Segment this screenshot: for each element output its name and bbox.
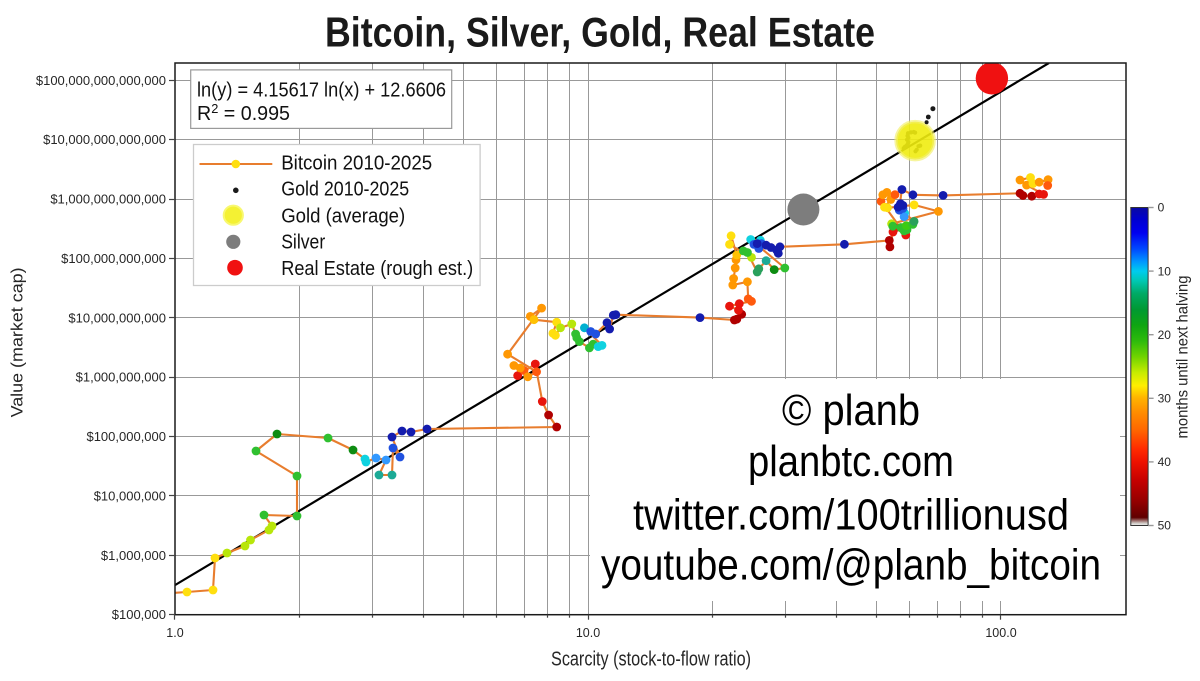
svg-text:10: 10 bbox=[1158, 264, 1172, 278]
svg-text:$100,000,000,000,000: $100,000,000,000,000 bbox=[36, 73, 166, 88]
svg-text:1.0: 1.0 bbox=[166, 626, 183, 640]
svg-text:R2 = 0.995: R2 = 0.995 bbox=[197, 101, 290, 125]
svg-text:twitter.com/100trillionusd: twitter.com/100trillionusd bbox=[633, 491, 1069, 540]
svg-text:Gold (average): Gold (average) bbox=[281, 205, 405, 227]
svg-text:$100,000,000: $100,000,000 bbox=[86, 429, 166, 444]
svg-text:0: 0 bbox=[1158, 201, 1165, 215]
svg-text:$100,000,000,000: $100,000,000,000 bbox=[61, 251, 166, 266]
svg-text:20: 20 bbox=[1158, 328, 1172, 342]
svg-text:Gold 2010-2025: Gold 2010-2025 bbox=[281, 179, 409, 201]
svg-text:$10,000,000,000,000: $10,000,000,000,000 bbox=[43, 132, 166, 147]
svg-text:50: 50 bbox=[1158, 519, 1172, 533]
svg-text:Real Estate (rough est.): Real Estate (rough est.) bbox=[281, 258, 473, 280]
svg-text:$1,000,000,000: $1,000,000,000 bbox=[76, 370, 166, 385]
svg-text:Bitcoin, Silver, Gold, Real Es: Bitcoin, Silver, Gold, Real Estate bbox=[325, 8, 875, 55]
svg-text:100.0: 100.0 bbox=[985, 626, 1016, 640]
svg-text:40: 40 bbox=[1158, 455, 1172, 469]
svg-text:$1,000,000: $1,000,000 bbox=[101, 548, 166, 563]
svg-text:© planb: © planb bbox=[782, 386, 920, 435]
svg-text:planbtc.com: planbtc.com bbox=[748, 437, 954, 486]
svg-text:months until next halving: months until next halving bbox=[1175, 276, 1192, 439]
svg-text:youtube.com/@planb_bitcoin: youtube.com/@planb_bitcoin bbox=[601, 541, 1101, 590]
svg-text:30: 30 bbox=[1158, 392, 1172, 406]
svg-text:ln(y) = 4.15617 ln(x) + 12.660: ln(y) = 4.15617 ln(x) + 12.6606 bbox=[197, 80, 446, 102]
svg-text:Bitcoin 2010-2025: Bitcoin 2010-2025 bbox=[281, 152, 432, 174]
svg-text:Value (market cap): Value (market cap) bbox=[9, 267, 27, 417]
svg-text:$10,000,000: $10,000,000 bbox=[94, 489, 166, 504]
svg-text:$1,000,000,000,000: $1,000,000,000,000 bbox=[50, 192, 166, 207]
svg-text:$10,000,000,000: $10,000,000,000 bbox=[68, 310, 166, 325]
svg-text:Scarcity (stock-to-flow ratio): Scarcity (stock-to-flow ratio) bbox=[551, 649, 751, 671]
svg-text:10.0: 10.0 bbox=[576, 626, 600, 640]
svg-text:Silver: Silver bbox=[281, 231, 325, 253]
svg-text:$100,000: $100,000 bbox=[112, 607, 166, 622]
